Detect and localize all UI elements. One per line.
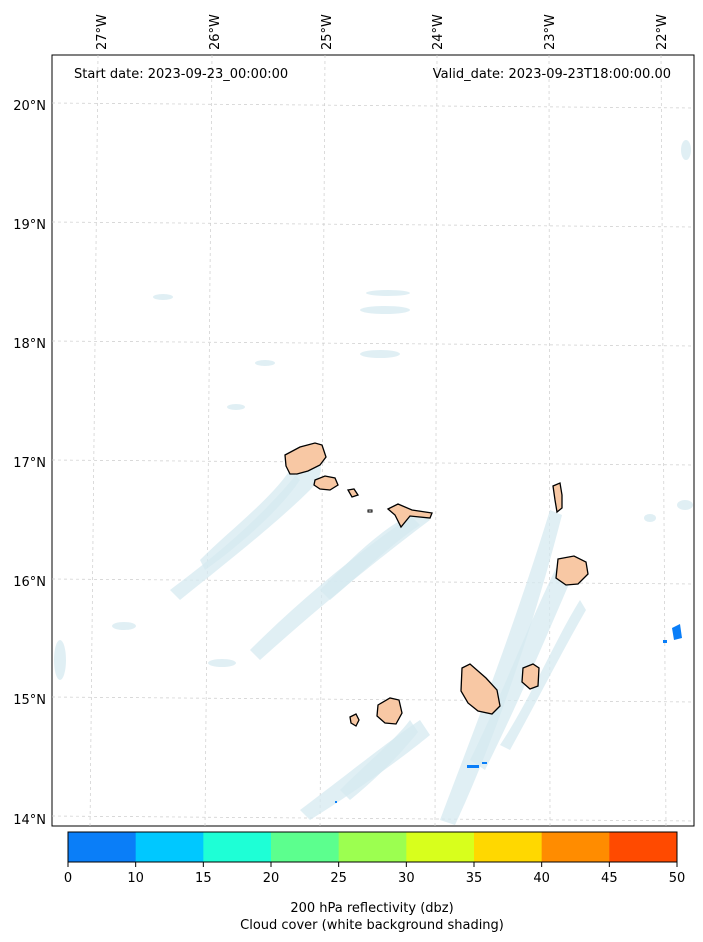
colorbar-tick-label: 40 [533,871,550,886]
colorbar-tick-label: 45 [601,871,618,886]
colorbar-frame [67,831,678,863]
lon-label: 25°W [320,14,335,50]
lat-label: 17°N [13,456,46,471]
island-santiago [460,663,501,715]
colorbar-tick-label: 50 [669,871,686,886]
colorbar-label-line2: Cloud cover (white background shading) [240,918,504,933]
lat-label: 16°N [13,575,46,590]
colorbar-tick-label: 35 [466,871,483,886]
colorbar-tick-label: 10 [127,871,144,886]
latitude-labels: 20°N 19°N 18°N 17°N 16°N 15°N 14°N [13,99,46,828]
island-sal [552,482,563,514]
map-frame [51,54,695,827]
island-santa-luzia [346,488,360,498]
colorbar-segment [609,832,678,862]
colorbar-tick-label: 25 [330,871,347,886]
colorbar-segment [338,832,407,862]
colorbar-segment [68,832,137,862]
island-brava [349,713,360,727]
reflectivity-patches [335,624,682,803]
lat-label: 19°N [13,218,46,233]
island-maio [521,663,540,690]
lon-label: 22°W [655,14,670,50]
colorbar-label-line1: 200 hPa reflectivity (dbz) [290,901,453,916]
island-santo-antao [284,442,327,475]
lon-label: 27°W [95,14,110,50]
lon-label: 26°W [208,14,223,50]
colorbar-segment [271,832,340,862]
island-fogo [376,697,403,725]
island-boa-vista [555,555,589,586]
cloud-cover-shading [54,140,693,825]
longitude-labels: 27°W 26°W 25°W 24°W 23°W 22°W [95,14,670,50]
colorbar-segment [406,832,475,862]
lat-label: 20°N [13,99,46,114]
colorbar-tick-label: 20 [263,871,280,886]
lon-label: 24°W [431,14,446,50]
colorbar-tick-label: 15 [195,871,212,886]
colorbar-segment [203,832,272,862]
gridlines [51,54,695,827]
coastlines [284,442,589,727]
colorbar-tick-label: 30 [398,871,415,886]
island-raso [367,509,373,513]
island-sao-nicolau [386,503,433,529]
colorbar-segment [135,832,204,862]
valid-date-label: Valid_date: 2023-09-23T18:00:00.00 [433,67,671,82]
start-date-label: Start date: 2023-09-23_00:00:00 [74,67,288,82]
colorbar-segment [474,832,543,862]
lat-label: 14°N [13,813,46,828]
lat-label: 15°N [13,693,46,708]
colorbar-tick-label: 0 [64,871,72,886]
island-sao-vicente [313,475,339,491]
colorbar-segment [541,832,610,862]
lon-label: 23°W [543,14,558,50]
lat-label: 18°N [13,337,46,352]
colorbar: 0 10 15 20 25 30 35 40 45 50 [64,831,686,886]
